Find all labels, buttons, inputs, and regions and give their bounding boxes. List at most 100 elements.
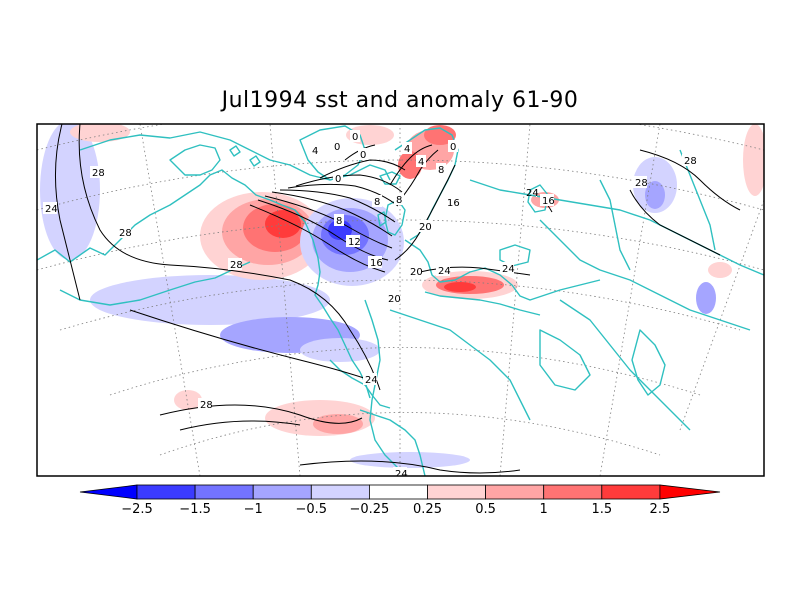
sst-contour-line: [319, 159, 406, 179]
contour-label: 24: [43, 202, 58, 215]
svg-text:20: 20: [419, 222, 432, 233]
colorbar-segment: [136, 484, 196, 500]
svg-text:8: 8: [374, 197, 380, 208]
contour-label: 16: [368, 256, 383, 269]
hudson-bay: [169, 144, 221, 176]
contour-label: 12: [346, 235, 361, 248]
colorbar-tick-label: −1: [244, 502, 263, 517]
anomaly-positive-region: [313, 414, 363, 434]
contour-label: 28: [228, 258, 243, 271]
map-frame: [36, 123, 765, 477]
contour-label: 28: [117, 226, 132, 239]
svg-text:16: 16: [447, 198, 460, 209]
contour-label: 4: [310, 144, 320, 157]
colorbar-tick-label: 0.5: [475, 502, 496, 517]
asia-borders: [559, 299, 691, 431]
anomaly-negative-region: [90, 275, 330, 325]
colorbar-tick-label: 1: [540, 502, 548, 517]
sst-contour-line: [249, 204, 386, 273]
contour-label: 24: [436, 264, 451, 277]
caspian-sea: [527, 184, 549, 213]
colorbar-segment: [601, 484, 661, 500]
anomaly-positive-region: [444, 282, 476, 292]
svg-text:0: 0: [334, 142, 340, 153]
anomaly-negative-region: [350, 452, 470, 468]
svg-text:8: 8: [336, 216, 342, 227]
contour-label: 0: [333, 172, 343, 185]
anomaly-positive-region: [708, 262, 732, 278]
anomaly-positive-region: [174, 390, 202, 410]
sst-contour-line: [257, 199, 389, 261]
svg-text:12: 12: [348, 237, 361, 248]
sst-contour-line: [279, 189, 396, 223]
anomaly-negative-region: [40, 124, 100, 260]
contour-label: 0: [358, 148, 368, 161]
asia-borders: [469, 179, 764, 276]
svg-text:0: 0: [450, 142, 456, 153]
europe-coast: [404, 239, 601, 301]
contour-label: 28: [682, 154, 697, 167]
contour-label: 24: [500, 262, 515, 275]
arabia: [539, 329, 591, 391]
colorbar-tick-label: 0.25: [413, 502, 442, 517]
svg-text:8: 8: [438, 165, 444, 176]
sst-contours: [55, 124, 741, 474]
contour-label: 8: [436, 163, 446, 176]
contour-label: 0: [448, 140, 458, 153]
sst-contour-line: [639, 149, 741, 211]
canada-arctic: [79, 131, 391, 181]
iceland-coast: [379, 171, 401, 185]
contour-label: 24: [393, 467, 408, 480]
svg-text:0: 0: [335, 174, 341, 185]
map-panel: 28 24 28 28 24 28 24 8 12 16 20 20 4 0 0…: [37, 124, 764, 480]
colorbar-tick-label: −2.5: [121, 502, 153, 517]
svg-text:24: 24: [365, 375, 378, 386]
colorbar: −2.5 −1.5 −1 −0.5 −0.25 0.25 0.5 1 1.5 2.5: [79, 484, 721, 517]
sst-contour-line: [129, 309, 371, 381]
svg-text:4: 4: [312, 146, 318, 157]
colorbar-tick-label: −0.25: [349, 502, 389, 517]
south-america-coast: [359, 409, 426, 476]
contour-label: 8: [372, 195, 382, 208]
contour-label: 28: [90, 166, 105, 179]
sst-contour-line: [399, 149, 439, 201]
caribbean: [329, 359, 391, 409]
mediterranean-south: [424, 291, 541, 316]
sst-contour-line: [179, 420, 301, 431]
contour-label: 16: [540, 194, 555, 207]
colorbar-segment: [252, 484, 312, 500]
contour-label: 8: [394, 193, 404, 206]
svg-text:8: 8: [396, 195, 402, 206]
svg-text:28: 28: [119, 228, 132, 239]
sst-contour-line: [629, 189, 721, 256]
sst-contour-line: [389, 144, 433, 186]
contour-label: 4: [402, 142, 412, 155]
sst-contour-line: [394, 164, 456, 261]
anomaly-negative-region: [696, 282, 716, 314]
svg-text:28: 28: [230, 260, 243, 271]
contour-label: 28: [198, 398, 213, 411]
africa-coast: [364, 299, 401, 471]
colorbar-arrow-high: [659, 484, 721, 500]
colorbar-arrow-low: [79, 484, 138, 500]
svg-text:28: 28: [684, 156, 697, 167]
svg-text:4: 4: [404, 144, 410, 155]
north-atlantic-islands: [229, 145, 261, 167]
north-america-interior: [59, 261, 251, 306]
colorbar-segment: [368, 484, 428, 500]
svg-text:24: 24: [395, 469, 408, 480]
svg-text:28: 28: [92, 168, 105, 179]
black-sea: [499, 244, 531, 267]
svg-text:0: 0: [352, 132, 358, 143]
contour-label: 0: [350, 130, 360, 143]
colorbar-tick-label: 2.5: [650, 502, 671, 517]
asia-borders: [679, 149, 716, 251]
svg-text:16: 16: [370, 258, 383, 269]
sst-contour-line: [287, 183, 399, 207]
svg-text:20: 20: [388, 294, 401, 305]
contour-label: 24: [526, 188, 539, 199]
plot-title: Jul1994 sst and anomaly 61-90: [221, 88, 579, 113]
contour-label: 20: [417, 220, 432, 233]
colorbar-segment: [485, 484, 545, 500]
